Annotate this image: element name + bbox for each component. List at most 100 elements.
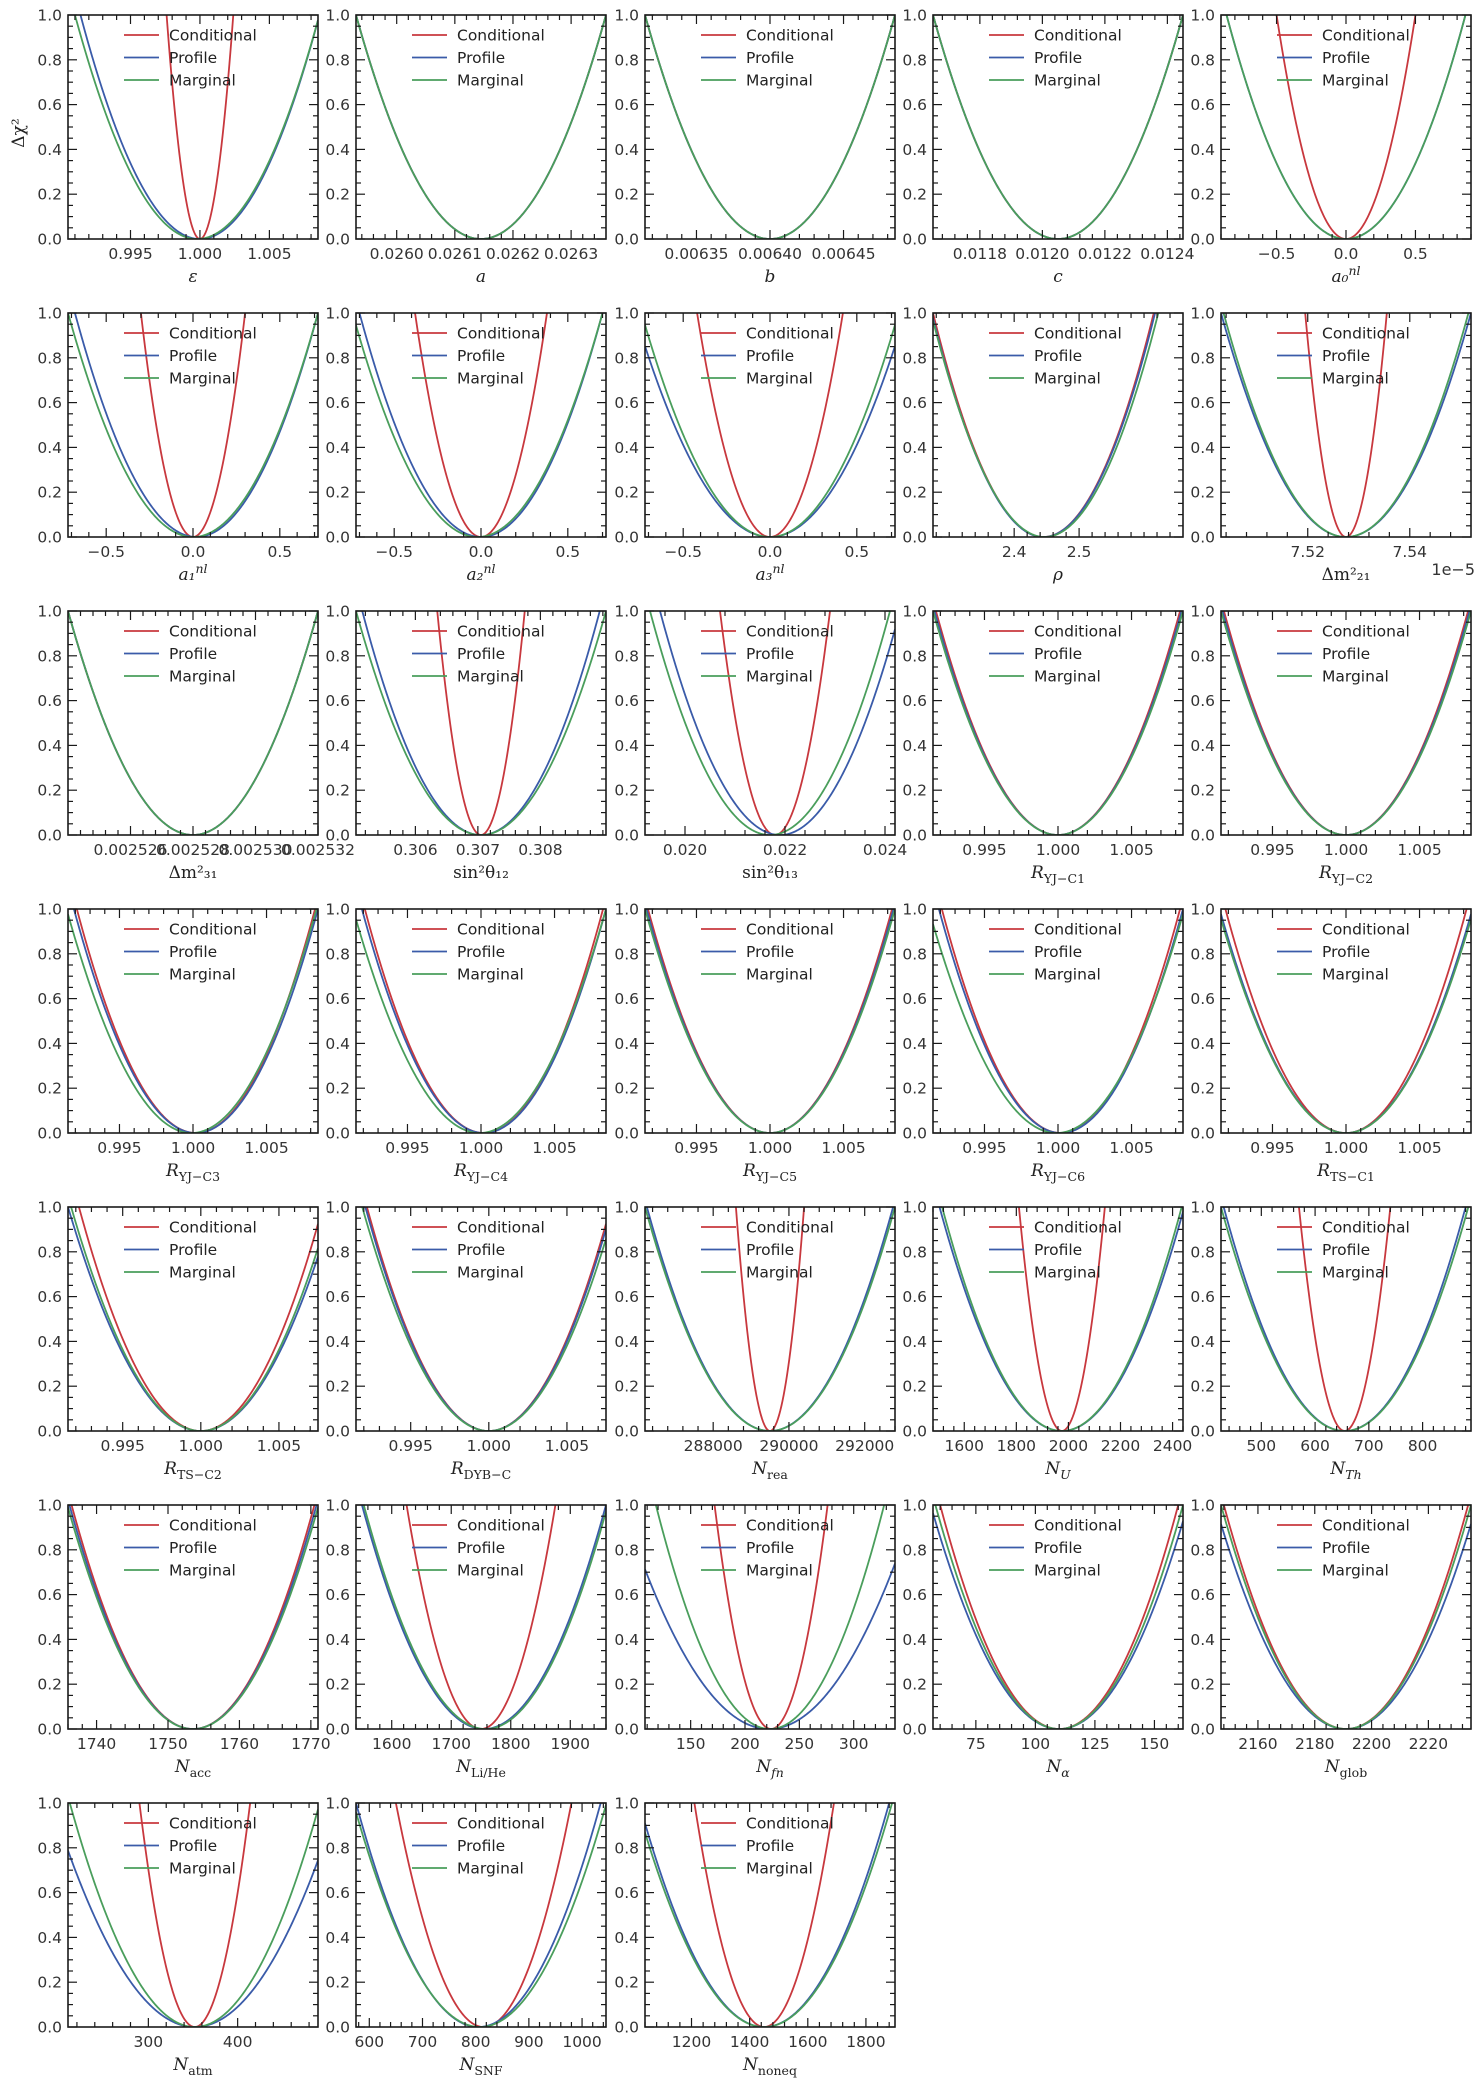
x-tick-label: 2160 — [1238, 1735, 1277, 1753]
x-axis-label: Nglob — [1324, 1757, 1367, 1780]
x-tick-label: 700 — [1354, 1437, 1384, 1455]
x-tick-label: 0.995 — [97, 1139, 141, 1157]
x-tick-label: 800 — [461, 2033, 491, 2051]
legend: Conditional Profile Marginal — [701, 1219, 834, 1282]
y-tick-label: 0.2 — [902, 1378, 927, 1396]
y-tick-label: 1.0 — [1190, 901, 1215, 919]
legend: Conditional Profile Marginal — [701, 325, 834, 388]
curve-marginal — [933, 611, 1183, 835]
curve-profile — [364, 1207, 606, 1431]
y-tick-label: 0.8 — [614, 349, 639, 367]
panel-10: 0.0 0.2 0.4 0.6 0.8 1.0 7.52 7.54 Δm²₂₁ 1e−5 Condi… — [1190, 305, 1475, 586]
legend-label-profile: Profile — [746, 1539, 794, 1557]
y-tick-label: 0.2 — [902, 782, 927, 800]
legend-label-marginal: Marginal — [457, 966, 524, 984]
x-tick-label: 250 — [785, 1735, 815, 1753]
x-tick-label: 0.995 — [1250, 1139, 1294, 1157]
panel-23: 0.0 0.2 0.4 0.6 0.8 1.0 288000 290000 292000 Nrea… — [614, 1199, 896, 1482]
y-tick-label: 0.0 — [37, 1125, 62, 1143]
legend-label-marginal: Marginal — [746, 1562, 813, 1580]
legend: Conditional Profile Marginal — [989, 921, 1122, 984]
curves — [645, 313, 895, 537]
y-tick-label: 0.2 — [325, 1974, 350, 1992]
y-tick-label: 0.4 — [37, 737, 62, 755]
curve-marginal — [645, 909, 895, 1133]
y-tick-label: 1.0 — [37, 305, 62, 323]
y-tick-label: 0.8 — [614, 647, 639, 665]
x-tick-label: 1.005 — [244, 1139, 288, 1157]
legend-label-conditional: Conditional — [1034, 623, 1122, 641]
legend: Conditional Profile Marginal — [701, 27, 834, 90]
legend-label-profile: Profile — [1322, 1241, 1370, 1259]
x-tick-label: 0.5 — [1403, 245, 1428, 263]
x-tick-label: 0.995 — [674, 1139, 718, 1157]
legend: Conditional Profile Marginal — [1277, 1219, 1410, 1282]
y-tick-label: 0.8 — [325, 1243, 350, 1261]
x-tick-label: 0.0260 — [370, 245, 424, 263]
legend-label-profile: Profile — [746, 49, 794, 67]
y-tick-label: 1.0 — [1190, 1199, 1215, 1217]
x-tick-label: 2180 — [1295, 1735, 1334, 1753]
panel-19: 0.0 0.2 0.4 0.6 0.8 1.0 0.995 1.000 1.005 RYJ−C6 C… — [902, 901, 1184, 1184]
x-tick-label: 0.00645 — [811, 245, 875, 263]
x-axis-label: ε — [188, 267, 197, 287]
x-tick-label: 1900 — [551, 1735, 590, 1753]
legend-label-profile: Profile — [1322, 49, 1370, 67]
legend: Conditional Profile Marginal — [701, 1517, 834, 1580]
y-tick-label: 0.2 — [902, 1080, 927, 1098]
x-tick-label: 1.000 — [1324, 1139, 1368, 1157]
y-tick-label: 0.4 — [614, 737, 639, 755]
x-tick-label: 0.00635 — [664, 245, 728, 263]
y-tick-label: 0.6 — [37, 990, 62, 1008]
y-tick-label: 1.0 — [614, 7, 639, 25]
y-tick-label: 0.2 — [37, 484, 62, 502]
legend-label-conditional: Conditional — [746, 325, 834, 343]
legend-label-marginal: Marginal — [746, 72, 813, 90]
y-tick-label: 0.8 — [325, 349, 350, 367]
y-tick-label: 0.0 — [1190, 1423, 1215, 1441]
legend: Conditional Profile Marginal — [412, 1219, 545, 1282]
legend: Conditional Profile Marginal — [701, 1815, 834, 1878]
x-tick-label: 0.0261 — [428, 245, 482, 263]
y-tick-label: 0.8 — [614, 1839, 639, 1857]
panel-24: 0.0 0.2 0.4 0.6 0.8 1.0 1600 1800 2000 2200 2400 NU… — [902, 1199, 1192, 1483]
legend-label-conditional: Conditional — [457, 921, 545, 939]
y-tick-label: 0.6 — [902, 96, 927, 114]
legend: Conditional Profile Marginal — [124, 325, 257, 388]
legend-label-conditional: Conditional — [1322, 1219, 1410, 1237]
x-tick-label: 150 — [676, 1735, 706, 1753]
curve-marginal — [1221, 918, 1471, 1133]
y-tick-label: 1.0 — [37, 1199, 62, 1217]
y-tick-label: 0.0 — [1190, 827, 1215, 845]
y-tick-label: 0.0 — [37, 1423, 62, 1441]
curve-marginal — [649, 611, 891, 835]
y-tick-label: 0.8 — [325, 647, 350, 665]
y-tick-label: 0.6 — [325, 394, 350, 412]
y-tick-label: 0.2 — [1190, 1676, 1215, 1694]
y-tick-label: 0.6 — [1190, 990, 1215, 1008]
x-tick-label: 7.52 — [1290, 543, 1325, 561]
y-tick-label: 0.0 — [902, 231, 927, 249]
legend-label-marginal: Marginal — [1322, 966, 1389, 984]
y-tick-label: 0.8 — [614, 51, 639, 69]
x-tick-label: 0.002526 — [94, 841, 168, 859]
legend-label-marginal: Marginal — [1034, 1264, 1101, 1282]
curve-conditional — [935, 611, 1181, 835]
y-tick-label: 0.4 — [1190, 1631, 1215, 1649]
legend-label-marginal: Marginal — [457, 370, 524, 388]
x-tick-label: 1600 — [372, 1735, 411, 1753]
y-tick-label: 0.8 — [902, 945, 927, 963]
x-tick-label: 150 — [1140, 1735, 1170, 1753]
x-tick-label: 400 — [223, 2033, 253, 2051]
y-tick-label: 0.2 — [614, 782, 639, 800]
y-tick-label: 0.8 — [1190, 945, 1215, 963]
curve-conditional — [1224, 909, 1468, 1133]
panel-3: 0.0 0.2 0.4 0.6 0.8 1.0 0.00635 0.00640 0.00645 b… — [614, 7, 896, 287]
curve-marginal — [933, 313, 1160, 537]
x-tick-label: 1000 — [562, 2033, 601, 2051]
y-tick-label: 1.0 — [902, 7, 927, 25]
y-tick-label: 1.0 — [902, 603, 927, 621]
legend-label-conditional: Conditional — [746, 1517, 834, 1535]
x-axis-label: Δm²₃₁ — [169, 863, 218, 883]
legend-label-marginal: Marginal — [1034, 1562, 1101, 1580]
